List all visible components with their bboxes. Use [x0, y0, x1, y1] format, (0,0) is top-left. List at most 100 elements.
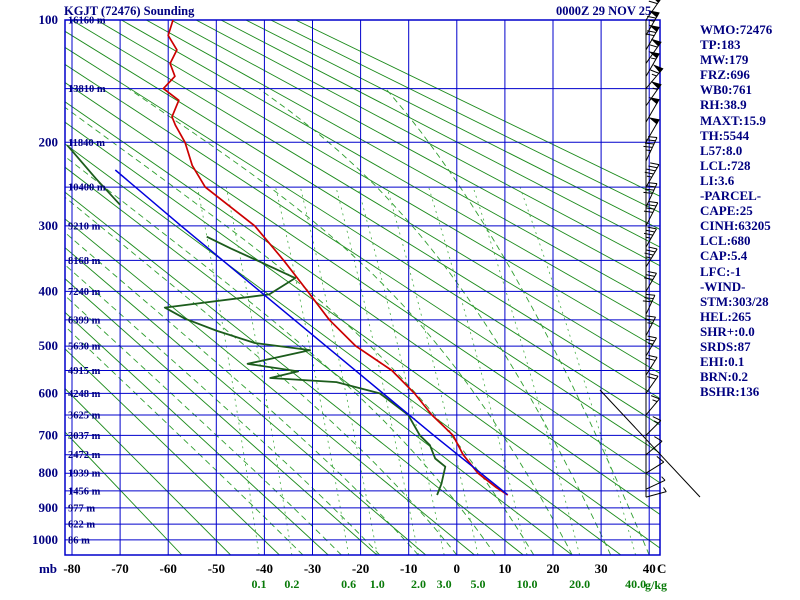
mixing-ratio-line	[519, 186, 636, 555]
wind-barb	[645, 64, 664, 89]
dry-adiabat-line	[65, 143, 622, 555]
height-label: 4248 m	[68, 389, 101, 400]
temp-tick-label: 20	[547, 561, 560, 576]
height-label: 86 m	[68, 535, 90, 546]
wind-barb-column	[599, 0, 701, 498]
info-line: MW:179	[700, 52, 749, 68]
dry-adiabat-line	[65, 278, 378, 555]
info-line: WMO:72476	[700, 22, 773, 37]
temp-tick-label: -30	[304, 561, 321, 576]
wind-barb	[643, 136, 658, 162]
wind-barb	[645, 10, 660, 36]
temp-tick-label: -40	[256, 561, 273, 576]
wind-barb	[643, 182, 658, 208]
height-label: 4915 m	[68, 366, 101, 377]
plot-border	[64, 19, 661, 556]
info-line: MAXT:15.9	[700, 112, 766, 128]
wind-barb	[645, 335, 657, 357]
height-label: 16160 m	[68, 16, 106, 27]
temp-tick-label: 40	[643, 561, 656, 576]
surface-shear-line	[599, 389, 701, 498]
height-label: 8168 m	[68, 256, 101, 267]
height-label: 11840 m	[68, 138, 105, 149]
info-line: CINH:63205	[700, 218, 771, 234]
chart-datetime: 0000Z 29 NOV 25	[556, 4, 652, 18]
dry-adiabat-line	[270, 20, 660, 214]
temp-tick-label: 0	[454, 561, 461, 576]
dry-adiabat-line	[65, 101, 660, 516]
temp-tick-label: 10	[498, 561, 511, 576]
dry-adiabat-line	[65, 348, 280, 555]
info-line: TP:183	[700, 37, 741, 53]
info-line: LFC:-1	[700, 263, 742, 279]
info-line: WB0:761	[700, 82, 752, 98]
wind-barb	[645, 436, 663, 456]
height-label: 3625 m	[68, 410, 101, 421]
pressure-tick-label: 900	[39, 500, 59, 515]
height-label: 13810 m	[68, 84, 106, 95]
mixing-ratio-tick-label: 1.0	[370, 577, 385, 591]
moist-adiabat-line	[65, 295, 342, 555]
dry-adiabat-line	[146, 20, 660, 307]
sounding-curves	[66, 20, 509, 496]
wind-barb	[644, 315, 656, 337]
dry-adiabat-line	[65, 191, 524, 555]
info-line: EHI:0.1	[700, 354, 745, 370]
height-label: 977 m	[68, 503, 95, 514]
wind-barb	[643, 200, 659, 227]
wind-barb	[645, 38, 662, 64]
info-line: LCL:728	[700, 157, 751, 173]
info-line: BRN:0.2	[700, 369, 749, 385]
dry-adiabat-line	[65, 82, 660, 484]
dry-adiabat-line	[65, 46, 660, 426]
mixing-ratio-line	[428, 186, 528, 555]
height-label: 6399 m	[68, 315, 101, 326]
wind-barb	[645, 81, 662, 107]
pressure-unit-label: mb	[39, 561, 57, 576]
pressure-tick-label: 300	[39, 218, 59, 233]
dry-adiabat-line	[220, 20, 660, 248]
mixing-ratio-line	[386, 186, 479, 555]
mixing-ratio-line	[275, 187, 349, 555]
mixing-ratio-line	[335, 187, 419, 555]
temp-unit-label: C	[657, 561, 666, 576]
info-line: STM:303/28	[700, 293, 769, 309]
wind-barb	[642, 293, 656, 315]
temp-tick-label: 30	[595, 561, 608, 576]
dry-adiabat-line	[65, 387, 231, 555]
wind-barb	[645, 476, 666, 490]
temp-tick-label: -50	[208, 561, 225, 576]
page-title: KGJT (72476) Sounding	[64, 4, 195, 18]
info-line: FRZ:696	[700, 67, 750, 83]
temp-tick-label: -20	[352, 561, 369, 576]
info-line: LI:3.6	[700, 172, 735, 188]
wind-barb	[645, 487, 667, 498]
height-label: 622 m	[68, 520, 95, 531]
wind-barb	[644, 246, 658, 268]
pressure-tick-label: 400	[39, 283, 59, 298]
dry-adiabat-line	[65, 311, 329, 555]
temp-tick-label: -70	[111, 561, 128, 576]
mixing-ratio-tick-label: 0.1	[252, 577, 267, 591]
height-label: 1939 m	[68, 469, 101, 480]
wind-barb	[645, 373, 659, 394]
dry-adiabat-line	[121, 20, 660, 328]
wind-barb	[643, 271, 657, 292]
height-label: 1456 m	[68, 486, 101, 497]
mixing-ratio-line	[357, 186, 445, 555]
mixing-unit-label: g/kg	[645, 578, 667, 592]
wind-barb	[644, 162, 660, 188]
dry-adiabat-line	[295, 20, 660, 197]
pressure-tick-label: 200	[39, 134, 59, 149]
wind-barb	[645, 97, 660, 123]
dry-adiabat-line	[170, 20, 660, 286]
pressure-tick-label: 800	[39, 465, 59, 480]
info-line: BSHR:136	[700, 384, 760, 400]
info-line: SRDS:87	[700, 338, 751, 354]
pressure-tick-label: 500	[39, 338, 59, 353]
dewpoint-curve	[163, 235, 447, 496]
temperature-curve	[162, 20, 509, 496]
temp-tick-label: -10	[400, 561, 417, 576]
